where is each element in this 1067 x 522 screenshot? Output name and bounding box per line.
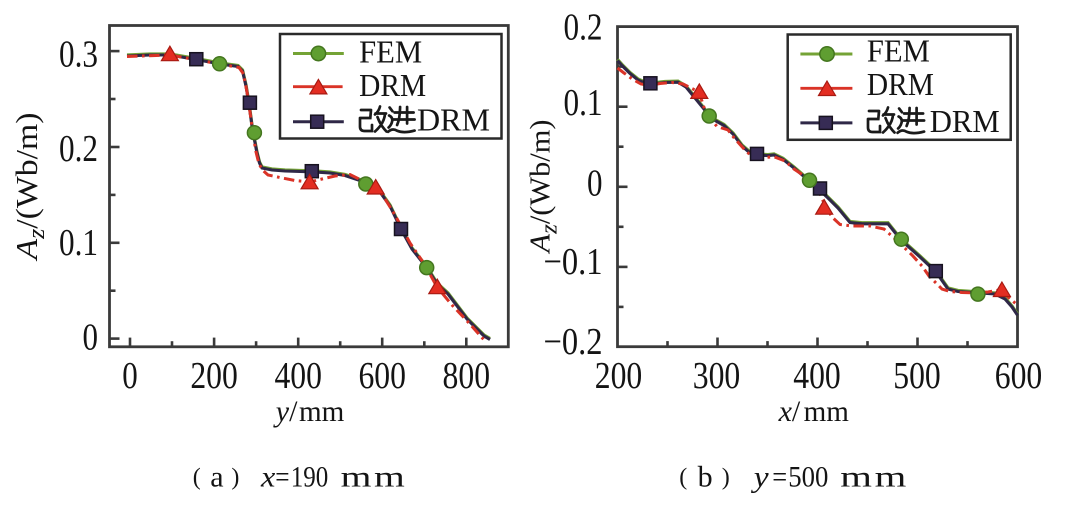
svg-text:400: 400 [793,355,841,397]
svg-text:0: 0 [587,162,603,204]
svg-text:800: 800 [443,355,491,397]
svg-text:mm: mm [840,460,909,494]
svg-text:(: ( [679,464,687,490]
svg-text:b: b [698,461,713,494]
svg-text:Az/(Wb/m): Az/(Wb/m) [9,113,50,262]
svg-text:mm: mm [299,395,344,428]
svg-text:y: y [750,461,769,494]
svg-text:400: 400 [274,355,322,397]
svg-text:FEM: FEM [359,34,422,70]
svg-text:500: 500 [788,461,828,494]
svg-text:=: = [275,461,289,494]
svg-text:DRM: DRM [867,66,934,102]
svg-text:mm: mm [341,460,408,493]
svg-text:0: 0 [83,317,99,359]
svg-text:=: = [772,461,787,494]
svg-text:x/: x/ [778,395,801,428]
svg-text:200: 200 [595,355,643,397]
svg-text:): ) [231,464,239,490]
svg-text:0.2: 0.2 [59,128,98,170]
svg-text:500: 500 [893,355,941,397]
svg-text:): ) [722,464,730,490]
svg-text:(: ( [193,464,201,490]
svg-text:−0.2: −0.2 [544,321,603,363]
svg-text:0.1: 0.1 [59,222,98,264]
svg-text:300: 300 [693,355,741,397]
svg-text:y/: y/ [273,395,298,428]
svg-text:DRM: DRM [930,103,1000,139]
svg-text:−0.1: −0.1 [544,241,603,283]
svg-text:mm: mm [804,395,849,428]
svg-text:0.3: 0.3 [59,34,98,76]
svg-text:DRM: DRM [417,102,490,138]
svg-text:FEM: FEM [867,33,930,69]
svg-text:a: a [210,461,223,494]
svg-text:600: 600 [995,355,1043,397]
svg-text:DRM: DRM [359,67,426,103]
svg-text:Az/(Wb/m): Az/(Wb/m) [525,119,563,254]
svg-text:0.2: 0.2 [564,6,603,48]
svg-text:0: 0 [122,355,138,397]
svg-text:x: x [260,461,276,494]
svg-text:600: 600 [358,355,406,397]
svg-text:0.1: 0.1 [564,82,603,124]
svg-text:200: 200 [190,355,238,397]
svg-text:190: 190 [291,461,329,494]
